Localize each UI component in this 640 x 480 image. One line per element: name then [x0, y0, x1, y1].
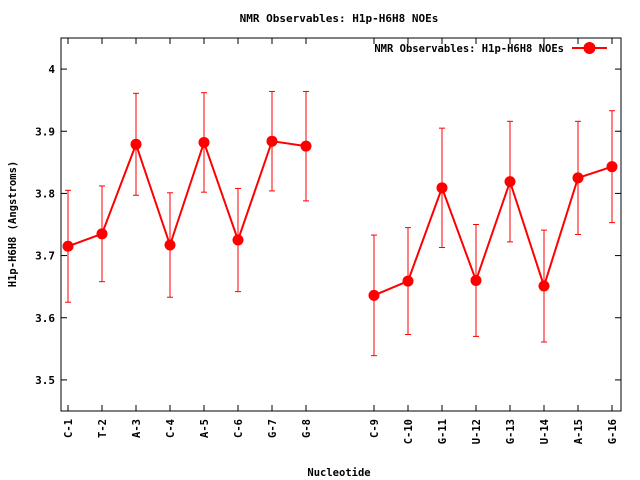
x-tick-label: G-13 [505, 419, 517, 444]
y-tick-label: 4 [48, 63, 55, 76]
y-tick-label: 3.5 [35, 374, 55, 387]
data-point [131, 139, 142, 150]
x-tick-label: U-14 [539, 419, 551, 444]
data-point [97, 228, 108, 239]
x-tick-label: U-12 [471, 419, 483, 444]
x-tick-label: C-4 [165, 419, 177, 438]
x-tick-label: C-1 [63, 419, 75, 438]
series-layer [63, 91, 618, 355]
x-tick-label: C-9 [369, 419, 381, 438]
data-point [233, 235, 244, 246]
x-tick-label: G-8 [301, 419, 313, 438]
data-point [505, 176, 516, 187]
y-tick-label: 3.6 [35, 312, 55, 325]
x-axis: C-1 T-2 A-3 C-4 A-5 C-6 G-7 G-8 C-9 C-10 G-11 U-12 G… [63, 38, 619, 444]
x-tick-label: A-15 [573, 419, 585, 444]
x-tick-label: A-5 [199, 419, 211, 438]
y-tick-label: 3.9 [35, 125, 55, 138]
data-point [403, 276, 414, 287]
data-point [301, 141, 312, 152]
data-point [267, 136, 278, 147]
legend-marker [584, 42, 596, 54]
data-point [539, 281, 550, 292]
y-axis-label: H1p-H6H8 (Angstroms) [7, 161, 19, 287]
x-tick-label: G-7 [267, 419, 279, 438]
data-point [573, 172, 584, 183]
nmr-noe-chart: NMR Observables: H1p-H6H8 NOEs 3.5 3.6 3.7… [0, 0, 640, 480]
data-point [165, 240, 176, 251]
plot-frame [61, 38, 621, 411]
legend: NMR Observables: H1p-H6H8 NOEs [374, 42, 607, 55]
chart-title: NMR Observables: H1p-H6H8 NOEs [240, 12, 439, 25]
data-point [63, 241, 74, 252]
y-axis: 3.5 3.6 3.7 3.8 3.9 4 [35, 63, 621, 387]
legend-label: NMR Observables: H1p-H6H8 NOEs [374, 43, 564, 55]
x-tick-label: G-11 [437, 419, 449, 444]
y-tick-label: 3.8 [35, 187, 55, 200]
x-axis-label: Nucleotide [307, 467, 370, 479]
x-tick-label: G-16 [607, 419, 619, 444]
data-point [437, 182, 448, 193]
data-point [607, 161, 618, 172]
data-point [199, 137, 210, 148]
data-point [471, 275, 482, 286]
y-tick-label: 3.7 [35, 250, 55, 263]
data-point [369, 290, 380, 301]
x-tick-label: C-10 [403, 419, 415, 444]
x-tick-label: A-3 [131, 419, 143, 438]
x-tick-label: C-6 [233, 419, 245, 438]
x-tick-label: T-2 [97, 419, 109, 438]
